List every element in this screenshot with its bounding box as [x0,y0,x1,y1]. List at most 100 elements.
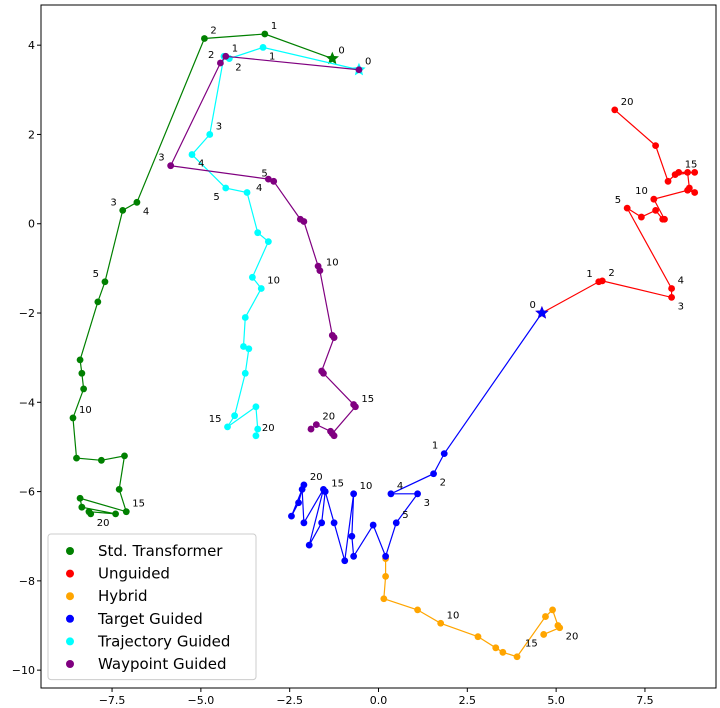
point-label: 4 [678,275,684,286]
data-point [167,162,175,170]
data-point [87,510,95,518]
x-tick-label: 7.5 [636,694,654,707]
data-point [387,490,395,498]
point-label: 3 [216,121,222,132]
point-label: 4 [397,481,403,492]
data-point [121,452,128,460]
data-point [327,427,334,435]
point-label: 0 [365,57,371,68]
x-tick-label: 5.0 [547,694,565,707]
point-label: 10 [326,258,339,269]
data-point [94,298,102,306]
y-tick-label: −6 [19,486,35,499]
point-label: 4 [198,159,204,170]
data-point [201,35,208,42]
data-point [414,490,421,498]
data-point [119,206,127,214]
x-tick-label: −5.0 [188,694,215,707]
y-tick-label: 0 [28,218,35,231]
data-point [188,151,196,158]
point-label: 15 [132,499,145,510]
data-point [611,106,619,114]
point-label: 0 [530,300,536,311]
data-point [288,512,295,520]
data-point [300,481,308,489]
y-tick-label: −2 [19,307,35,320]
data-point [650,195,658,203]
x-axis: −7.5 −5.0 −2.5 0.0 2.5 5.0 7.5 [99,688,654,707]
point-label: 20 [97,518,110,529]
data-point [316,267,324,275]
point-label: 5 [261,168,267,179]
data-point [257,285,265,292]
data-point [623,204,631,212]
data-point [217,59,224,67]
point-label: 2 [208,50,214,61]
data-point [348,532,356,540]
point-label: 2 [210,25,216,36]
data-point [248,273,256,281]
data-point [668,293,675,301]
y-axis: 4 2 0 −2 −4 −6 −8 −10 [12,39,41,677]
data-point [513,653,521,661]
data-point [307,425,315,433]
data-point [684,169,691,176]
point-label: 20 [621,97,634,108]
data-point [295,499,302,507]
data-point [264,238,272,245]
series-unguided: 0 1 2 3 4 5 10 15 20 [530,97,699,319]
point-label: 4 [256,183,262,194]
data-point [264,175,272,183]
y-tick-label: 4 [28,39,35,52]
data-point [685,184,693,192]
data-point [661,215,668,223]
data-point [254,229,262,237]
data-point [300,519,308,527]
point-label: 3 [110,197,116,208]
point-label: 10 [79,405,92,416]
data-point [240,343,247,350]
legend-marker [66,569,74,578]
data-point [430,470,437,478]
data-point [556,624,564,632]
data-point [133,198,141,206]
data-point [101,278,109,286]
data-point [330,334,338,341]
point-label: 2 [440,478,446,489]
data-point [380,595,388,603]
series-line [290,312,543,561]
x-tick-label: −7.5 [99,694,126,707]
data-point [668,285,675,292]
point-label: 2 [608,268,614,279]
legend-label: Std. Transformer [98,542,223,560]
data-point [437,619,445,627]
data-point [474,633,482,641]
point-label: 1 [271,21,277,32]
data-point [320,369,327,377]
point-label: 20 [262,423,275,434]
data-point [78,503,86,511]
data-point [270,177,278,185]
point-label: 5 [402,510,408,521]
start-star-marker [325,51,339,65]
data-point [350,490,358,498]
point-label: 5 [93,269,99,280]
data-point [69,414,77,422]
data-point [112,510,120,518]
data-point [252,432,260,440]
legend: Std. Transformer Unguided Hybrid Target Gui… [47,533,257,681]
data-point [243,189,251,196]
point-label: 10 [635,186,648,197]
point-label: 10 [267,275,280,286]
data-point [414,606,421,614]
data-point [318,519,326,527]
point-label: 15 [331,479,344,490]
x-tick-label: −2.5 [276,694,303,707]
data-point [664,177,672,185]
point-label: 10 [447,610,460,621]
data-point [382,552,390,560]
data-point [305,541,313,549]
